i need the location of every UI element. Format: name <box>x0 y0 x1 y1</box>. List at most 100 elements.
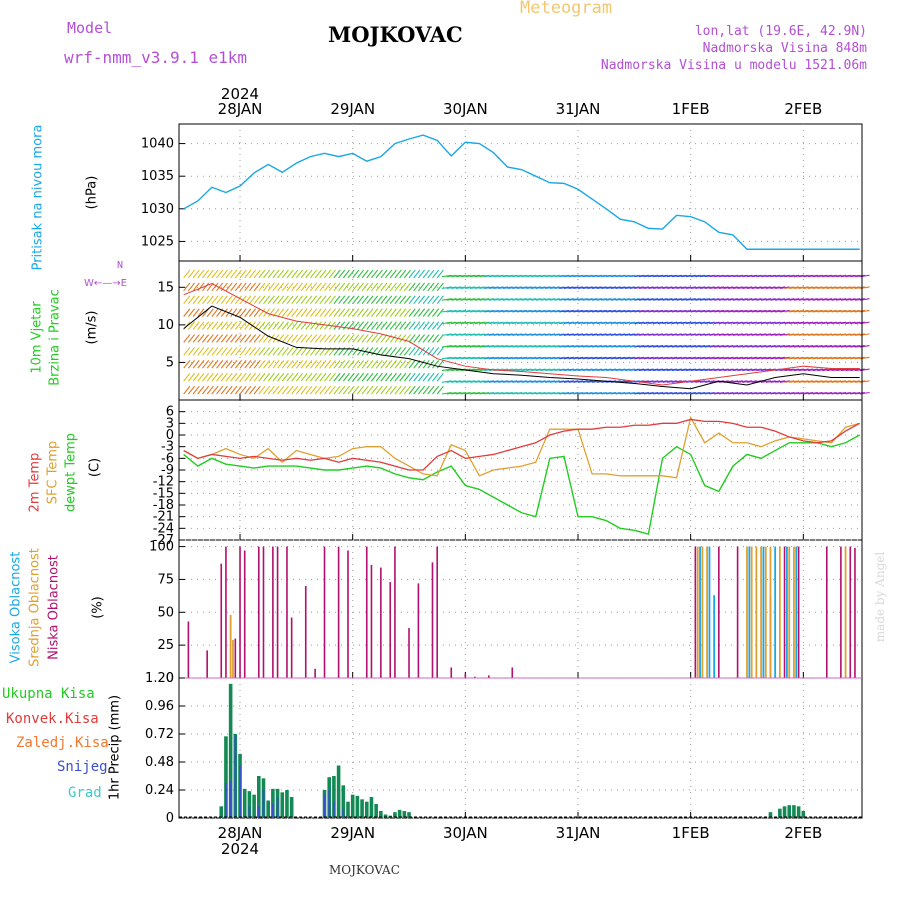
wind-barb <box>267 308 275 317</box>
wind-barb <box>606 309 617 313</box>
wind-barb <box>451 309 462 313</box>
wind-barb <box>267 372 275 382</box>
wind-barb <box>403 385 411 395</box>
wind-barb <box>822 368 833 372</box>
wind-barb <box>216 385 224 395</box>
wind-barb <box>253 334 261 343</box>
wind-barb <box>385 295 393 305</box>
wind-barb <box>488 286 499 289</box>
wind-barb <box>681 345 692 348</box>
wind-barb <box>507 286 518 289</box>
wind-barb <box>662 298 673 301</box>
wind-barb <box>206 360 214 369</box>
wind-barb <box>653 298 664 301</box>
wind-barb <box>413 295 421 305</box>
wind-barb <box>671 380 682 383</box>
wind-barb <box>380 347 388 356</box>
wind-barb <box>784 274 795 278</box>
wind-barb <box>432 372 440 382</box>
wind-barb <box>234 385 242 395</box>
wind-barb <box>620 274 631 278</box>
wind-barb <box>516 380 527 383</box>
wind-barb <box>277 269 285 279</box>
wind-barb <box>606 298 617 301</box>
mid-cloud-bar <box>788 546 791 678</box>
wind-barb <box>446 286 457 289</box>
wind-barb <box>648 274 659 278</box>
wind-barb <box>507 274 518 278</box>
wind-barb <box>380 321 388 330</box>
wind-barb <box>667 298 678 301</box>
wind-barb <box>389 334 397 343</box>
snow-bar <box>225 783 227 818</box>
wind-barb <box>333 385 341 395</box>
wind-barb <box>183 308 191 317</box>
wind-barb <box>216 282 224 292</box>
wind-barb <box>291 321 299 330</box>
total-precip-bar <box>383 814 388 818</box>
wind-barb <box>451 333 462 336</box>
wind-barb <box>291 360 299 369</box>
wind-barb <box>746 380 757 383</box>
wind-barb <box>592 368 603 372</box>
wind-barb <box>845 356 856 360</box>
wind-barb <box>417 282 426 292</box>
wind-barb <box>756 345 767 348</box>
wind-barb <box>526 321 537 325</box>
wind-barb <box>521 391 532 395</box>
wind-barb <box>667 356 678 360</box>
y-tick-label: -9 <box>161 463 174 478</box>
wind-barb <box>545 309 556 313</box>
total-precip-bar <box>796 806 801 818</box>
wind-barb <box>732 309 743 313</box>
wind-barb <box>225 334 233 343</box>
wind-barb <box>474 391 485 395</box>
wind-barb <box>836 368 847 372</box>
y-tick-label: -27 <box>153 533 174 548</box>
wind-barb <box>615 309 626 313</box>
wind-barb <box>324 360 332 369</box>
wind-barb <box>347 385 355 395</box>
wind-barb <box>704 345 715 348</box>
wind-barb <box>441 380 452 383</box>
wind-barb <box>817 333 828 336</box>
wind-barb <box>281 360 289 369</box>
wind-barb <box>192 334 200 343</box>
wind-barb <box>723 286 734 289</box>
wind-barb <box>342 385 350 395</box>
mid-cloud-bar <box>793 546 795 678</box>
wind-barb <box>624 321 635 325</box>
wind-barb <box>253 347 261 356</box>
wind-barb <box>498 345 509 348</box>
wind-barb <box>479 380 490 383</box>
wind-barb <box>394 372 402 382</box>
wind-barb <box>704 391 715 395</box>
total-precip-bar <box>285 790 289 818</box>
wind-barb <box>314 269 322 279</box>
wind-barb <box>596 298 607 301</box>
wind-barb <box>592 309 603 313</box>
wind-barb <box>836 309 847 313</box>
wind-barb <box>568 380 579 383</box>
wind-barb <box>577 298 588 301</box>
wind-barb <box>484 321 495 325</box>
wind-barb <box>281 347 289 356</box>
wind-barb <box>714 298 725 301</box>
wind-barb <box>484 309 495 313</box>
wind-barb <box>545 274 556 278</box>
wind-barb <box>417 308 426 317</box>
wind-barb <box>211 334 219 343</box>
wind-barb <box>840 356 851 360</box>
wind-barb <box>460 345 471 348</box>
wind-barb <box>281 282 289 292</box>
wind-barb <box>765 309 776 313</box>
wind-barb <box>211 308 219 317</box>
wind-barb <box>239 334 247 343</box>
wind-barb <box>484 345 495 348</box>
wind-barb <box>342 282 350 292</box>
wind-barb <box>234 269 242 279</box>
wind-barb <box>403 360 411 369</box>
wind-barb <box>417 269 426 279</box>
wind-barb <box>291 334 299 343</box>
wind-barb <box>807 345 818 348</box>
